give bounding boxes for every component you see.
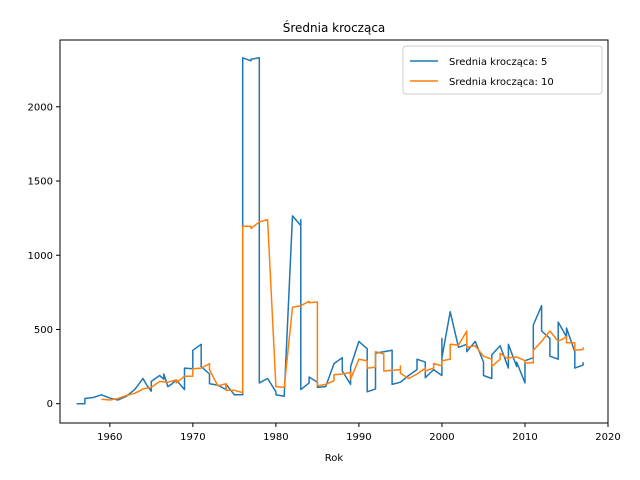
x-axis-label: Rok <box>325 453 344 464</box>
x-tick-label: 1990 <box>346 432 371 443</box>
y-tick-label: 1000 <box>28 251 53 262</box>
x-axis: 1960 1970 1980 1990 2000 2010 2020 <box>97 423 621 443</box>
y-tick-label: 2000 <box>28 102 53 113</box>
y-tick-label: 0 <box>47 399 53 410</box>
x-tick-label: 1980 <box>263 432 288 443</box>
legend: Srednia krocząca: 5 Srednia krocząca: 10 <box>402 45 603 95</box>
legend-label-1: Srednia krocząca: 5 <box>449 57 547 68</box>
x-tick-label: 2000 <box>429 432 454 443</box>
y-axis: 0 500 1000 1500 2000 <box>28 102 60 410</box>
y-tick-label: 500 <box>34 325 53 336</box>
x-tick-label: 1960 <box>97 432 122 443</box>
x-tick-label: 2010 <box>512 432 537 443</box>
legend-label-2: Srednia krocząca: 10 <box>449 77 554 88</box>
y-tick-label: 1500 <box>28 177 53 188</box>
chart-title: Średnia krocząca <box>283 20 386 35</box>
legend-box <box>402 45 603 95</box>
x-tick-label: 1970 <box>180 432 205 443</box>
series-layer <box>76 57 584 405</box>
series-line-1 <box>76 57 584 405</box>
plot-frame <box>59 39 609 424</box>
series-line-2 <box>101 218 584 401</box>
x-tick-label: 2020 <box>595 432 620 443</box>
